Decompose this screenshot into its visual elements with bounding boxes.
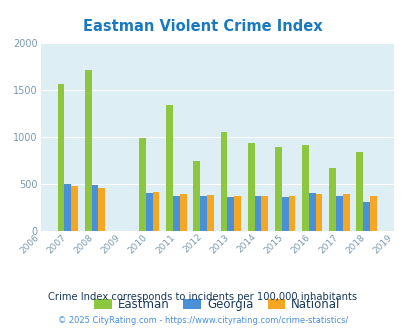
- Text: Eastman Violent Crime Index: Eastman Violent Crime Index: [83, 19, 322, 34]
- Bar: [145, 193, 152, 231]
- Bar: [98, 188, 105, 231]
- Bar: [234, 196, 241, 231]
- Bar: [362, 202, 369, 231]
- Bar: [342, 194, 349, 231]
- Bar: [179, 194, 186, 231]
- Bar: [207, 195, 213, 231]
- Bar: [247, 143, 254, 231]
- Bar: [193, 161, 200, 231]
- Bar: [64, 184, 71, 231]
- Bar: [356, 152, 362, 231]
- Bar: [369, 196, 376, 231]
- Bar: [288, 196, 294, 231]
- Bar: [139, 138, 145, 231]
- Bar: [173, 196, 179, 231]
- Bar: [227, 197, 234, 231]
- Bar: [274, 147, 281, 231]
- Legend: Eastman, Georgia, National: Eastman, Georgia, National: [89, 293, 344, 316]
- Bar: [254, 196, 261, 231]
- Bar: [261, 196, 267, 231]
- Bar: [220, 132, 227, 231]
- Bar: [71, 186, 78, 231]
- Bar: [301, 146, 308, 231]
- Bar: [335, 196, 342, 231]
- Bar: [85, 70, 91, 231]
- Bar: [58, 84, 64, 231]
- Text: © 2025 CityRating.com - https://www.cityrating.com/crime-statistics/: © 2025 CityRating.com - https://www.city…: [58, 315, 347, 325]
- Bar: [152, 192, 159, 231]
- Bar: [315, 194, 322, 231]
- Text: Crime Index corresponds to incidents per 100,000 inhabitants: Crime Index corresponds to incidents per…: [48, 292, 357, 302]
- Bar: [308, 193, 315, 231]
- Bar: [281, 197, 288, 231]
- Bar: [328, 168, 335, 231]
- Bar: [91, 185, 98, 231]
- Bar: [166, 105, 173, 231]
- Bar: [200, 196, 207, 231]
